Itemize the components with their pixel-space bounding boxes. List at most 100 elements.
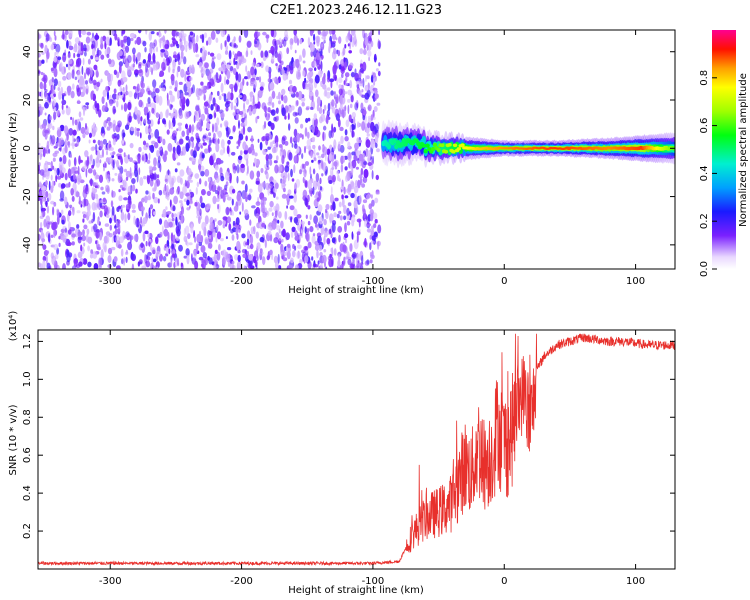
- heatmap-noise-cell: [217, 130, 222, 138]
- heatmap-noise-cell: [290, 44, 293, 50]
- heatmap-noise-cell: [321, 36, 327, 40]
- heatmap-noise-cell: [185, 123, 188, 130]
- heatmap-noise-cell: [370, 114, 374, 121]
- heatmap-noise-cell: [296, 132, 300, 143]
- heatmap-noise-cell: [41, 85, 44, 90]
- heatmap-noise-cell: [141, 197, 145, 203]
- heatmap-noise-cell: [373, 89, 378, 94]
- heatmap-noise-cell: [85, 80, 88, 85]
- heatmap-noise-cell: [176, 236, 180, 241]
- heatmap-noise-cell: [193, 249, 197, 259]
- heatmap-noise-cell: [87, 245, 90, 252]
- heatmap-noise-cell: [268, 153, 273, 160]
- heatmap-noise-cell: [239, 88, 242, 95]
- heatmap-noise-cell: [96, 184, 100, 189]
- heatmap-noise-cell: [246, 81, 249, 86]
- heatmap-noise-cell: [159, 38, 162, 49]
- heatmap-noise-cell: [178, 125, 182, 132]
- heatmap-noise-cell: [134, 40, 137, 45]
- heatmap-noise-cell: [105, 231, 111, 236]
- heatmap-noise-cell: [307, 233, 311, 242]
- heatmap-noise-cell: [330, 204, 333, 209]
- heatmap-noise-cell: [213, 180, 216, 186]
- heatmap-noise-cell: [370, 240, 375, 245]
- heatmap-noise-cell: [301, 134, 304, 140]
- heatmap-noise-cell: [369, 242, 372, 251]
- heatmap-noise-cell: [46, 50, 50, 60]
- heatmap-noise-cell: [105, 184, 110, 191]
- heatmap-noise-cell: [125, 90, 129, 96]
- heatmap-noise-cell: [207, 51, 210, 56]
- heatmap-noise-cell: [334, 74, 337, 82]
- heatmap-noise-cell: [120, 211, 125, 221]
- heatmap-noise-cell: [70, 153, 72, 158]
- heatmap-noise-cell: [341, 194, 344, 200]
- heatmap-noise-cell: [141, 154, 145, 162]
- heatmap-noise-cell: [332, 68, 337, 76]
- heatmap-noise-cell: [167, 169, 170, 176]
- heatmap-noise-cell: [132, 63, 135, 68]
- heatmap-noise-cell: [99, 210, 103, 218]
- heatmap-noise-cell: [242, 253, 247, 258]
- heatmap-noise-cell: [67, 53, 71, 59]
- heatmap-noise-cell: [107, 79, 112, 87]
- heatmap-noise-cell: [191, 160, 196, 165]
- heatmap-noise-cell: [371, 170, 374, 180]
- heatmap-noise-cell: [281, 94, 284, 101]
- heatmap-noise-cell: [94, 34, 100, 40]
- heatmap-noise-cell: [321, 30, 327, 37]
- heatmap-noise-cell: [120, 91, 123, 96]
- heatmap-noise-cell: [79, 34, 82, 38]
- heatmap-noise-cell: [242, 58, 247, 64]
- heatmap-noise-cell: [131, 209, 136, 213]
- heatmap-noise-cell: [276, 39, 281, 45]
- heatmap-noise-cell: [142, 40, 147, 47]
- heatmap-noise-cell: [186, 255, 190, 265]
- heatmap-noise-cell: [131, 263, 135, 269]
- heatmap-noise-cell: [66, 63, 68, 68]
- heatmap-noise-cell: [290, 105, 295, 111]
- heatmap-noise-cell: [215, 198, 220, 202]
- heatmap-noise-cell: [117, 148, 123, 154]
- heatmap-noise-cell: [293, 208, 298, 217]
- heatmap-noise-cell: [237, 137, 241, 147]
- heatmap-noise-cell: [192, 150, 197, 159]
- heatmap-noise-cell: [115, 93, 120, 101]
- heatmap-noise-cell: [222, 216, 228, 221]
- heatmap-noise-cell: [227, 33, 231, 42]
- heatmap-noise-cell: [235, 71, 239, 81]
- heatmap-noise-cell: [269, 81, 275, 91]
- heatmap-noise-cell: [312, 262, 317, 268]
- heatmap-noise-cell: [362, 114, 366, 121]
- heatmap-signal-cell: [425, 143, 430, 148]
- heatmap-noise-cell: [172, 38, 177, 45]
- heatmap-noise-cell: [262, 149, 267, 155]
- heatmap-noise-cell: [337, 118, 341, 128]
- heatmap-noise-cell: [168, 119, 171, 130]
- heatmap-noise-cell: [199, 195, 203, 204]
- heatmap-noise-cell: [243, 191, 248, 199]
- heatmap-noise-cell: [152, 265, 155, 269]
- heatmap-noise-cell: [172, 253, 175, 258]
- heatmap-noise-cell: [68, 45, 74, 51]
- heatmap-noise-cell: [183, 56, 187, 65]
- heatmap-noise-cell: [363, 208, 366, 219]
- heatmap-noise-cell: [88, 139, 91, 144]
- heatmap-noise-cell: [166, 108, 169, 116]
- heatmap-noise-cell: [333, 47, 337, 55]
- heatmap-noise-cell: [334, 102, 337, 109]
- heatmap-noise-cell: [164, 44, 168, 49]
- heatmap-noise-cell: [370, 160, 374, 165]
- heatmap-noise-cell: [106, 71, 109, 78]
- heatmap-noise-cell: [209, 222, 215, 232]
- heatmap-noise-cell: [338, 64, 342, 70]
- heatmap-noise-cell: [323, 218, 327, 226]
- heatmap-noise-cell: [121, 258, 124, 265]
- heatmap-noise-cell: [312, 233, 316, 237]
- heatmap-noise-cell: [85, 67, 91, 75]
- heatmap-noise-cell: [278, 265, 282, 269]
- heatmap-noise-cell: [269, 249, 273, 255]
- heatmap-noise-cell: [176, 53, 180, 62]
- heatmap-noise-cell: [215, 142, 220, 153]
- heatmap-noise-cell: [166, 211, 172, 215]
